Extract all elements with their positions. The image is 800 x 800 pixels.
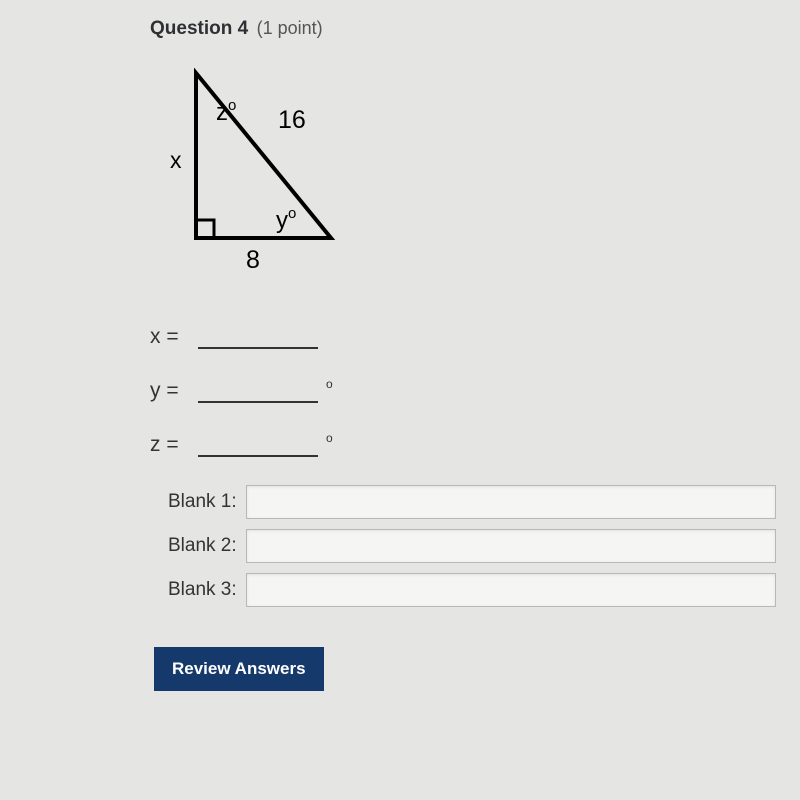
eq-blank-y: [198, 381, 318, 403]
blank-input-3[interactable]: [246, 573, 776, 607]
question-header: Question 4 (1 point): [150, 18, 800, 40]
eq-row-z: z = o: [150, 415, 800, 457]
blank-label-1: Blank 1:: [150, 491, 246, 513]
blank-row-2: Blank 2:: [150, 529, 800, 563]
triangle-shape: [196, 73, 331, 238]
eq-blank-z: [198, 435, 318, 457]
triangle-figure: x zo 16 yo 8: [156, 68, 800, 283]
label-x: x: [170, 147, 182, 173]
degree-symbol-y: o: [326, 377, 333, 391]
question-title: Question 4: [150, 18, 248, 39]
blank-input-2[interactable]: [246, 529, 776, 563]
right-angle-marker: [196, 220, 214, 238]
blank-label-2: Blank 2:: [150, 535, 246, 557]
eq-label-x: x =: [150, 325, 198, 349]
label-y: yo: [276, 205, 296, 234]
eq-row-y: y = o: [150, 361, 800, 403]
eq-blank-x: [198, 327, 318, 349]
eq-row-x: x =: [150, 307, 800, 349]
blank-row-3: Blank 3:: [150, 573, 800, 607]
blank-label-3: Blank 3:: [150, 579, 246, 601]
label-16: 16: [278, 106, 306, 134]
eq-label-y: y =: [150, 379, 198, 403]
triangle-svg: x zo 16 yo 8: [156, 68, 366, 278]
degree-symbol-z: o: [326, 431, 333, 445]
review-answers-button[interactable]: Review Answers: [154, 647, 324, 691]
label-8: 8: [246, 246, 260, 274]
blank-row-1: Blank 1:: [150, 485, 800, 519]
eq-label-z: z =: [150, 433, 198, 457]
question-points: (1 point): [257, 18, 323, 38]
blank-input-1[interactable]: [246, 485, 776, 519]
equations-block: x = y = o z = o: [150, 307, 800, 457]
blanks-section: Blank 1: Blank 2: Blank 3:: [150, 485, 800, 607]
